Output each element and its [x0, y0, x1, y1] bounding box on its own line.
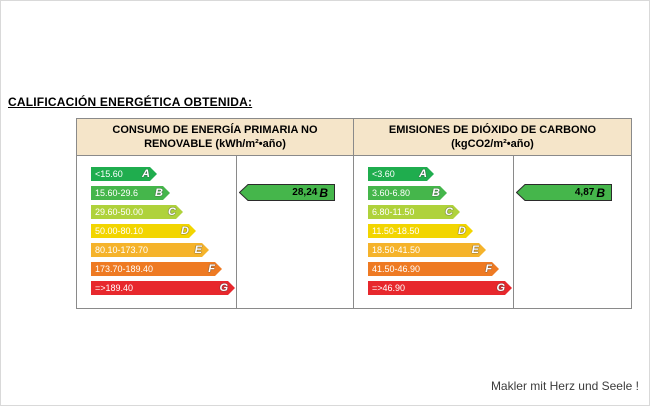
emissions-band-g: =>46.90 G: [368, 281, 512, 295]
consumption-band-b: 15.60-29.6 B: [91, 186, 170, 200]
band-range: 80.10-173.70: [95, 245, 149, 255]
emissions-band-d: 11.50-18.50 D: [368, 224, 473, 238]
consumption-header: CONSUMO DE ENERGÍA PRIMARIA NO RENOVABLE…: [77, 119, 354, 155]
consumption-rating-text: 28,24 B: [292, 184, 328, 201]
band-letter: A: [142, 168, 150, 180]
energy-rating-table: CONSUMO DE ENERGÍA PRIMARIA NO RENOVABLE…: [76, 118, 632, 309]
left-arrow-shape: [516, 184, 612, 201]
consumption-band-d: 50.00-80.10 D: [91, 224, 196, 238]
band-range: =>46.90: [372, 283, 406, 293]
band-range: 50.00-80.10: [95, 226, 144, 236]
emissions-band-f: 41.50-46.90 F: [368, 262, 499, 276]
band-letter: A: [419, 168, 427, 180]
band-range: <15.60: [95, 169, 123, 179]
emissions-band-a: <3.60 A: [368, 167, 434, 181]
band-letter: C: [445, 206, 453, 218]
band-letter: E: [194, 244, 202, 256]
consumption-header-line1: CONSUMO DE ENERGÍA PRIMARIA NO: [112, 123, 318, 136]
band-range: 173.70-189.40: [95, 264, 154, 274]
table-body-row: <15.60 A 15.60-29.6 B 29.60-50.00 C 50.0…: [77, 156, 631, 308]
emissions-band-b: 3.60-6.80 B: [368, 186, 447, 200]
emissions-header: EMISIONES DE DIÓXIDO DE CARBONO (kgCO2/m…: [354, 119, 631, 155]
band-letter: E: [471, 244, 479, 256]
band-letter: D: [181, 225, 189, 237]
consumption-scale: <15.60 A 15.60-29.6 B 29.60-50.00 C 50.0…: [77, 156, 237, 308]
band-letter: G: [496, 282, 505, 294]
emissions-band-c: 6.80-11.50 C: [368, 205, 460, 219]
band-range: 15.60-29.6: [95, 188, 139, 198]
band-letter: F: [485, 263, 492, 275]
emissions-band-e: 18.50-41.50 E: [368, 243, 486, 257]
band-letter: B: [155, 187, 163, 199]
emissions-header-line1: EMISIONES DE DIÓXIDO DE CARBONO: [388, 123, 597, 136]
left-arrow-shape: [239, 184, 335, 201]
consumption-indicator-cell: 28,24 B: [237, 156, 354, 308]
band-range: 3.60-6.80: [372, 188, 411, 198]
watermark-text: Makler mit Herz und Seele !: [490, 379, 639, 393]
band-range: 41.50-46.90: [372, 264, 421, 274]
band-letter: D: [458, 225, 466, 237]
emissions-rating-indicator: 4,87 B: [516, 184, 612, 201]
emissions-rating-letter: B: [596, 185, 605, 200]
band-range: 6.80-11.50: [372, 207, 415, 217]
emissions-header-line2: (kgCO2/m²•año): [451, 138, 534, 150]
consumption-band-g: =>189.40 G: [91, 281, 235, 295]
page-title: CALIFICACIÓN ENERGÉTICA OBTENIDA:: [8, 95, 253, 109]
band-letter: F: [208, 263, 215, 275]
consumption-band-a: <15.60 A: [91, 167, 157, 181]
band-range: 18.50-41.50: [372, 245, 421, 255]
emissions-scale: <3.60 A 3.60-6.80 B 6.80-11.50 C 11.50-1…: [354, 156, 514, 308]
band-letter: B: [432, 187, 440, 199]
band-range: 11.50-18.50: [372, 226, 420, 236]
emissions-indicator-cell: 4,87 B: [514, 156, 631, 308]
band-range: =>189.40: [95, 283, 134, 293]
consumption-rating-value: 28,24: [292, 187, 318, 198]
emissions-rating-value: 4,87: [574, 187, 595, 198]
emissions-rating-text: 4,87 B: [575, 184, 605, 201]
consumption-band-f: 173.70-189.40 F: [91, 262, 222, 276]
band-letter: C: [168, 206, 176, 218]
band-letter: G: [219, 282, 228, 294]
consumption-header-line2: RENOVABLE (kWh/m²•año): [144, 138, 286, 150]
band-range: 29.60-50.00: [95, 207, 144, 217]
table-header-row: CONSUMO DE ENERGÍA PRIMARIA NO RENOVABLE…: [77, 119, 631, 156]
band-range: <3.60: [372, 169, 395, 179]
consumption-band-c: 29.60-50.00 C: [91, 205, 183, 219]
consumption-rating-letter: B: [319, 185, 328, 200]
consumption-band-e: 80.10-173.70 E: [91, 243, 209, 257]
consumption-rating-indicator: 28,24 B: [239, 184, 335, 201]
